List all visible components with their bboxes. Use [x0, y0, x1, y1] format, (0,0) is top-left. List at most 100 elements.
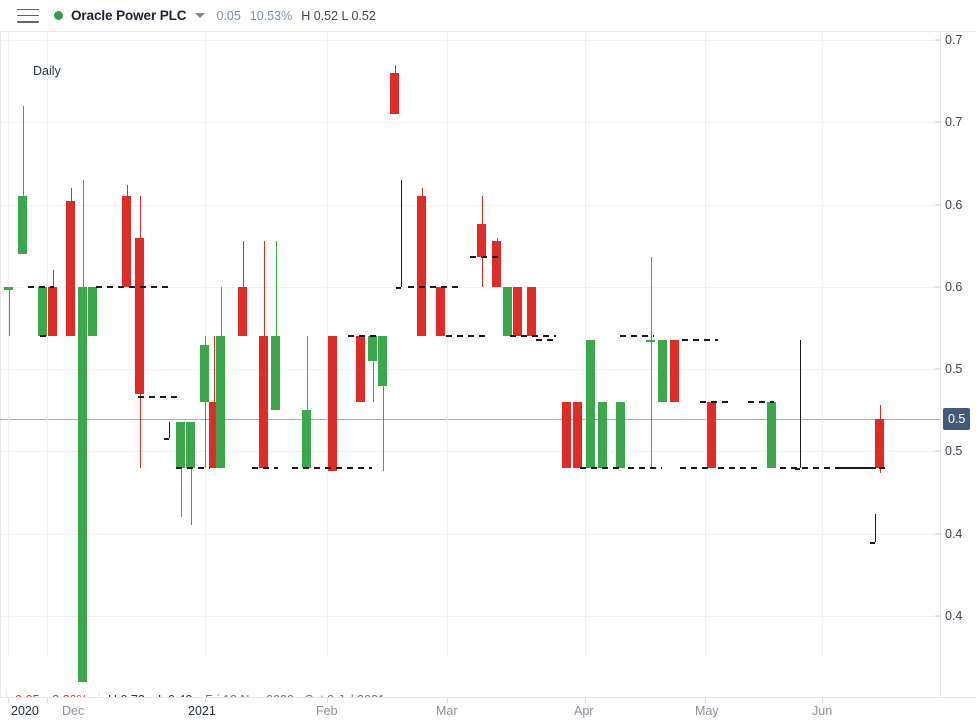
x-axis-tick: [205, 698, 206, 703]
footer-change: -0.05: [11, 693, 40, 697]
candle-body: [78, 286, 87, 682]
y-axis-tick-label: 0.6: [945, 197, 963, 212]
candle-body: [200, 344, 209, 403]
candle-body: [302, 410, 311, 468]
candle-wick: [22, 106, 24, 255]
y-axis-tick: [935, 204, 941, 206]
candle-open-tick: [396, 286, 401, 289]
price-level-dash: [620, 335, 654, 338]
header-high-low: H 0.52 L 0.52: [301, 8, 376, 23]
x-axis-tick: [585, 698, 586, 703]
candle-body: [513, 286, 522, 337]
price-level-dash: [840, 466, 876, 469]
footer-low: L 0.42: [158, 693, 192, 697]
candle-body: [4, 286, 13, 291]
candle-body: [259, 336, 268, 468]
gridline-horizontal: [0, 286, 940, 288]
x-axis-tick: [822, 698, 823, 703]
gridline-horizontal: [0, 204, 940, 206]
gridline-vertical: [447, 32, 448, 657]
candle-body: [562, 402, 571, 468]
candle-body: [598, 402, 607, 468]
y-axis-tick: [935, 450, 941, 452]
x-axis-tick-label: 2021: [188, 704, 216, 718]
y-axis-tick: [935, 368, 941, 370]
price-level-dash: [470, 256, 500, 259]
candle-body: [176, 421, 185, 468]
footer-divider: [99, 691, 100, 697]
chevron-down-icon[interactable]: [195, 13, 206, 18]
gridline-vertical: [585, 32, 586, 657]
footer-divider: [6, 691, 7, 697]
candle-body: [378, 336, 387, 386]
price-level-dash: [780, 466, 890, 469]
candle-wick: [372, 336, 374, 403]
current-price-line: [0, 418, 940, 420]
hamburger-icon[interactable]: [17, 8, 39, 23]
price-level-dash: [138, 396, 182, 399]
candle-wick: [874, 513, 876, 542]
candle-open-tick: [870, 541, 875, 544]
gridline-horizontal: [0, 451, 940, 453]
gridline-horizontal: [0, 615, 940, 617]
x-axis-tick-label: Jun: [812, 704, 833, 718]
candle-body: [186, 421, 195, 468]
candle-wick: [650, 257, 652, 468]
candle-body: [503, 286, 512, 337]
candle-wick: [213, 336, 215, 468]
candle-wick: [275, 240, 277, 411]
price-level-dash: [252, 466, 278, 469]
candle-body: [658, 339, 667, 403]
candle-body: [670, 339, 679, 403]
y-axis-tick-label: 0.4: [945, 608, 963, 623]
x-axis[interactable]: 2020 Dec 2021 Feb Mar Apr May Jun: [0, 697, 976, 727]
chart-header: Oracle Power PLC 0.05 10.53% H 0.52 L 0.…: [0, 0, 976, 32]
candle-body: [492, 240, 501, 287]
price-level-dash: [580, 466, 620, 469]
symbol-name: Oracle Power PLC: [71, 8, 187, 23]
price-level-dash: [748, 401, 774, 404]
gridline-horizontal: [0, 369, 940, 371]
chart-footer: -0.05 -8.26% H 0.72 L 0.42 Fri 13 Nov 20…: [0, 689, 940, 697]
candle-open-tick: [795, 467, 800, 470]
candle-wick: [799, 339, 801, 468]
interval-label: Daily: [33, 64, 61, 78]
candle-wick: [180, 421, 182, 518]
candle-body: [527, 286, 536, 337]
candle-wick: [382, 336, 384, 472]
price-level-dash: [176, 466, 210, 469]
x-axis-tick: [8, 698, 9, 703]
candle-body: [368, 336, 377, 361]
y-axis-tick: [935, 533, 941, 535]
candle-body: [573, 402, 582, 468]
y-axis[interactable]: 0.7 0.7 0.6 0.6 0.5 0.5 0.4 0.4 0.5: [935, 32, 976, 697]
candle-body: [38, 286, 47, 337]
candle-wick: [8, 286, 10, 337]
current-price-badge: 0.5: [943, 407, 971, 430]
x-axis-tick: [327, 698, 328, 703]
gridline-horizontal: [0, 122, 940, 124]
candle-body: [122, 196, 131, 287]
price-level-dash: [348, 335, 378, 338]
price-level-dash: [96, 285, 168, 288]
y-axis-tick: [935, 121, 941, 123]
x-axis-tick: [447, 698, 448, 703]
candle-body: [707, 402, 716, 468]
chart-plot-area[interactable]: Daily -0.05 -8.26% H 0.72 L 0.42 Fri 13 …: [0, 32, 940, 697]
price-level-dash: [718, 466, 758, 469]
candle-body: [271, 336, 280, 411]
status-dot-icon: [54, 11, 63, 20]
candle-body: [616, 402, 625, 468]
candle-body: [135, 237, 144, 394]
footer-high: H 0.72: [108, 693, 145, 697]
candle-body: [216, 336, 225, 468]
candle-open-tick: [164, 438, 169, 441]
candle-body: [66, 201, 75, 337]
candle-body: [356, 336, 365, 403]
price-level-dash: [700, 401, 730, 404]
price-level-dash: [510, 335, 556, 338]
candle-body: [586, 339, 595, 468]
candle-body: [477, 224, 486, 258]
price-level-dash: [408, 285, 458, 288]
